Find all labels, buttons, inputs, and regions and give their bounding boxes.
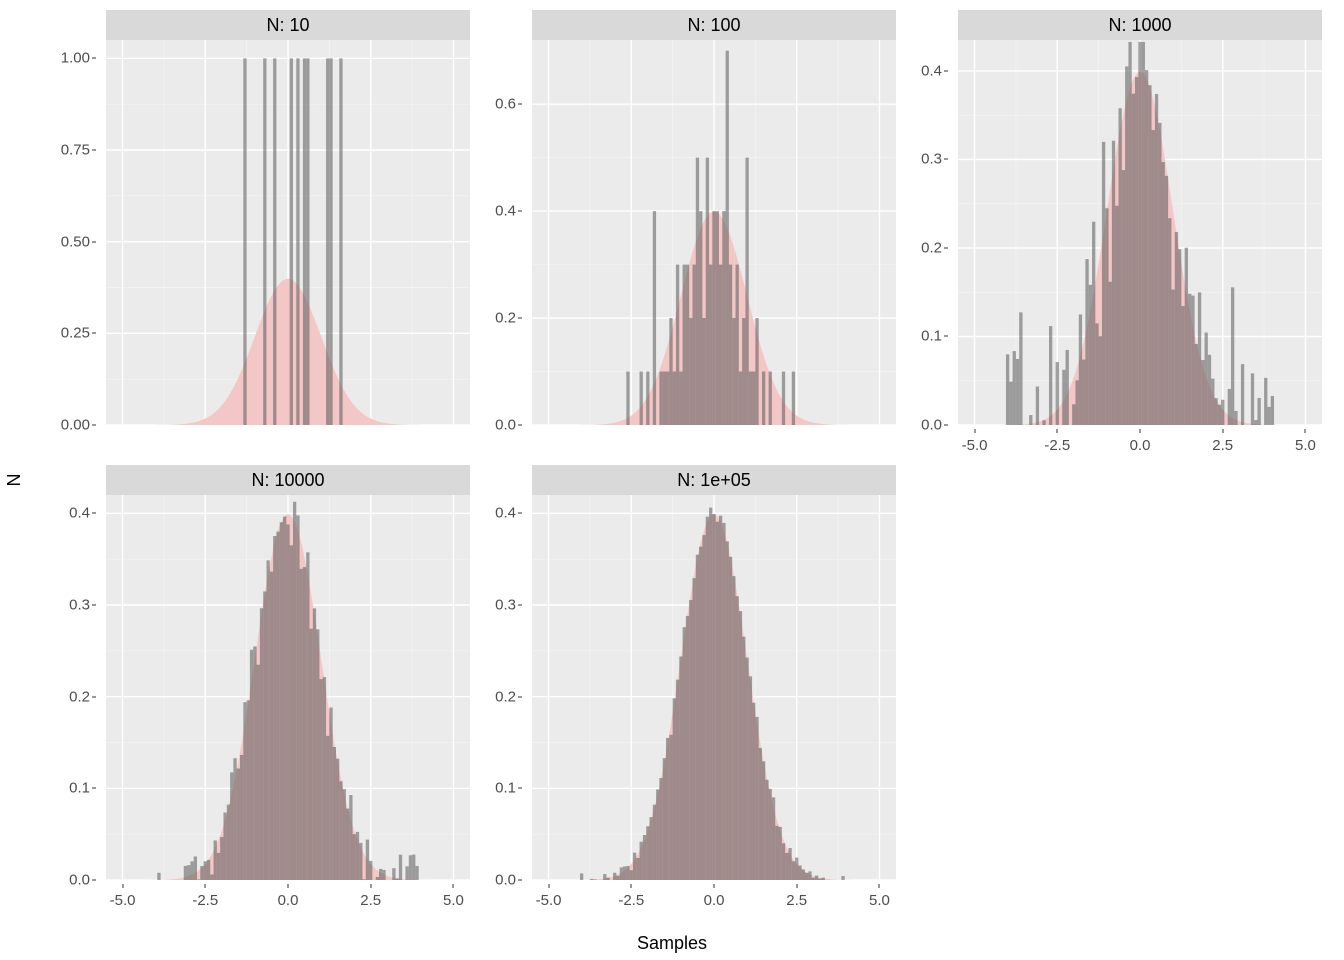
plot-panel [106,40,470,425]
y-axis-ticks: 0.00.20.40.6 [476,40,526,425]
x-axis-label: Samples [637,933,707,954]
x-tick-label: 2.5 [360,892,381,909]
x-tick-label: 0.0 [1130,437,1151,454]
y-tick-label: 0.4 [495,203,516,220]
y-axis-label: N [4,474,25,487]
y-tick-label: 0.00 [61,417,90,434]
y-tick-label: 0.0 [921,417,942,434]
y-tick-label: 0.4 [495,505,516,522]
y-tick-label: 0.1 [921,328,942,345]
y-tick-label: 0.3 [495,597,516,614]
x-tick-label: 0.0 [278,892,299,909]
x-tick-label: 0.0 [704,892,725,909]
histogram-bars [1006,42,1274,425]
y-tick-label: 0.4 [921,62,942,79]
histogram-bars [157,502,418,880]
facet-panel: N: 10 0.00 0.25 0.50 0.75 1.00 [50,10,476,465]
y-tick-label: 0.0 [495,872,516,889]
y-axis-ticks: 0.00.10.20.30.4 [476,495,526,880]
y-tick-label: 0.75 [61,142,90,159]
y-axis-ticks: 0.00.10.20.30.4 [50,495,100,880]
plot-panel [106,495,470,880]
x-tick-label: 2.5 [786,892,807,909]
facet-strip: N: 1000 [958,10,1322,40]
x-tick-label: -5.0 [962,437,988,454]
y-axis-ticks: 0.00.10.20.30.4 [902,40,952,425]
facet-strip: N: 100 [532,10,896,40]
x-axis-ticks: -5.0 -2.5 0.0 2.5 5.0 [958,429,1322,465]
x-tick-label: 5.0 [443,892,464,909]
facet-panel: N: 100 0.0 0.2 0.4 0.6 [476,10,902,465]
y-tick-label: 0.1 [495,780,516,797]
facet-strip: N: 10 [106,10,470,40]
y-tick-label: 0.25 [61,325,90,342]
y-tick-label: 0.0 [495,417,516,434]
figure-root: N Samples N: 100.000.250.500.751.00N: 10… [0,0,1344,960]
histogram-bars [580,508,845,880]
facet-strip: N: 1e+05 [532,465,896,495]
y-axis-ticks: 0.000.250.500.751.00 [50,40,100,425]
y-tick-label: 0.1 [69,780,90,797]
x-tick-label: 5.0 [869,892,890,909]
plot-panel [532,40,896,425]
x-tick-label: 2.5 [1212,437,1233,454]
density-curve [149,279,427,425]
x-tick-label: -2.5 [192,892,218,909]
x-axis-ticks: -5.0 -2.5 0.0 2.5 5.0 [532,884,896,920]
y-tick-label: 0.3 [921,151,942,168]
x-tick-label: -2.5 [618,892,644,909]
y-tick-label: 0.2 [495,688,516,705]
facet-grid: N: 10 0.00 0.25 0.50 0.75 1.00 N: 100 0.0 0.2 0.4… [50,10,1330,920]
y-tick-label: 0.3 [69,597,90,614]
facet-strip: N: 10000 [106,465,470,495]
plot-panel [958,40,1322,425]
x-tick-label: -5.0 [536,892,562,909]
y-tick-label: 0.6 [495,96,516,113]
facet-panel: N: 10000 0.0 0.1 0.2 0.3 0.4 -5.0 -2.5 0.0 2.5 5.0 [50,465,476,920]
facet-panel: N: 1000 0.0 0.1 0.2 0.3 0.4 -5.0 -2.5 0.0 2.5 5.0 [902,10,1328,465]
x-axis-ticks: -5.0 -2.5 0.0 2.5 5.0 [106,884,470,920]
x-tick-label: 5.0 [1295,437,1316,454]
y-tick-label: 0.4 [69,505,90,522]
y-tick-label: 0.2 [495,310,516,327]
y-tick-label: 1.00 [61,50,90,67]
x-tick-label: -5.0 [110,892,136,909]
y-tick-label: 0.2 [69,688,90,705]
y-tick-label: 0.0 [69,872,90,889]
y-tick-label: 0.2 [921,239,942,256]
y-tick-label: 0.50 [61,233,90,250]
facet-panel: N: 1e+05 0.0 0.1 0.2 0.3 0.4 -5.0 -2.5 0.0 2.5 5.0 [476,465,902,920]
x-tick-label: -2.5 [1044,437,1070,454]
plot-panel [532,495,896,880]
